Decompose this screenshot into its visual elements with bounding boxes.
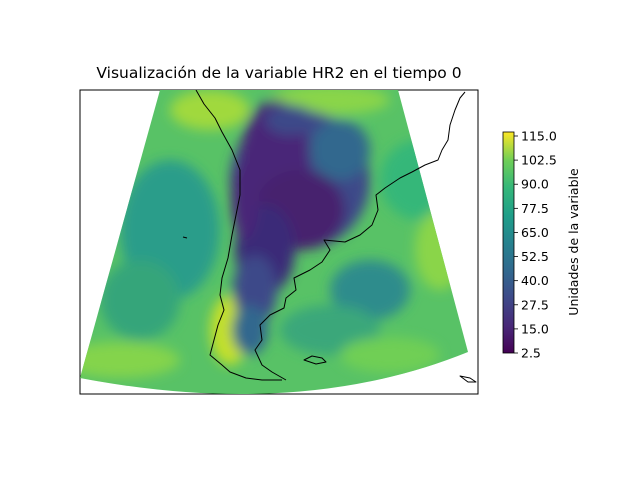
colorbar-tick-label: 90.0 (521, 177, 549, 192)
colorbar-tick-label: 102.5 (521, 153, 557, 168)
colorbar-tick-label: 2.5 (521, 346, 541, 361)
colorbar-tick-label: 27.5 (521, 297, 549, 312)
colorbar-label: Unidades de la variable (566, 168, 581, 316)
colorbar-tick-label: 15.0 (521, 321, 549, 336)
colorbar-tick-label: 115.0 (521, 129, 557, 144)
coastline (182, 89, 477, 383)
map-title: Visualización de la variable HR2 en el t… (96, 64, 462, 82)
colorbar-tick-label: 65.0 (521, 225, 549, 240)
colorbar (502, 131, 515, 354)
colorbar-tick-label: 52.5 (521, 249, 549, 264)
colorbar-tick-label: 77.5 (521, 201, 549, 216)
colorbar-tick-label: 40.0 (521, 273, 549, 288)
colorbar-ticks: 115.0 102.5 90.0 77.5 65.0 52.5 40.0 27.5 15.0 2.… (514, 129, 557, 361)
